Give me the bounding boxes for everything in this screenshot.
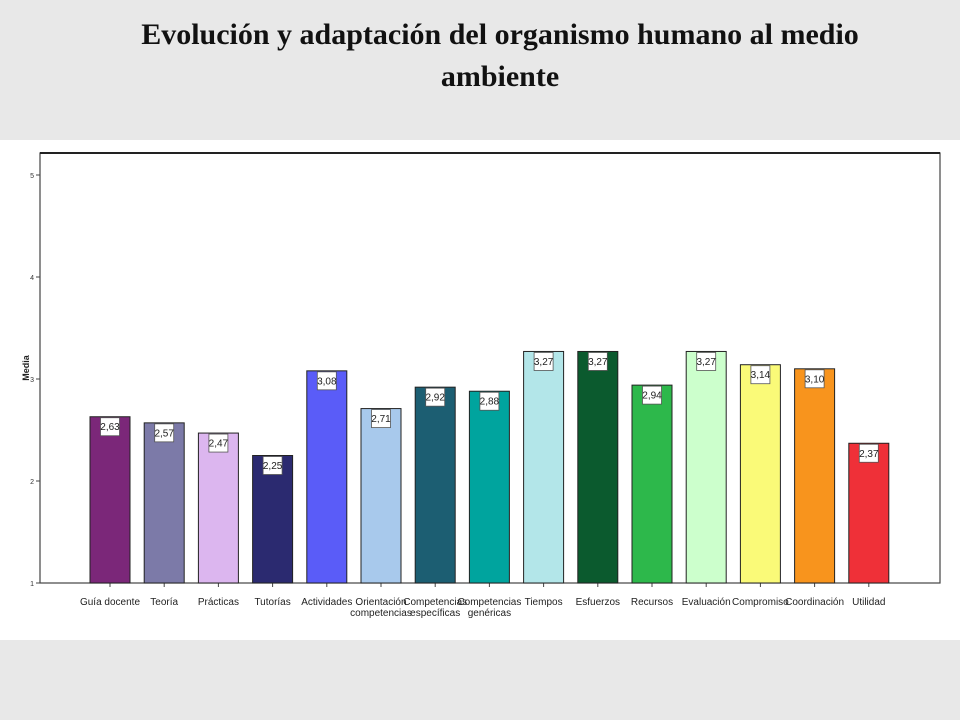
bar [197,432,239,584]
bar [414,386,456,584]
data-label: 2,63 [100,422,120,433]
slide-title: Evolución y adaptación del organismo hum… [141,18,859,93]
data-label-box [587,352,608,371]
data-label: 2,25 [263,461,283,472]
x-tick-label: Compromiso [732,597,789,608]
data-label: 3,27 [534,357,554,368]
y-tick-label: 4 [30,275,34,282]
x-tick-label: Coordinación [785,597,844,608]
data-label-box [262,456,283,475]
data-label: 2,88 [480,397,500,408]
bar [360,408,402,584]
data-label-box [316,371,337,391]
bar [468,390,510,584]
bar [306,370,348,584]
chart-area: 2,63 2,57 2,47 2,25 3,08 2,71 2,92 2,88 3,27 3,27… [0,140,960,640]
data-label-box [642,385,662,405]
data-label-box [858,443,879,463]
data-label: 2,71 [371,414,391,425]
bar [739,364,781,584]
title-band: Evolución y adaptación del organismo hum… [0,0,960,140]
bottom-band [0,640,960,720]
bar [577,350,619,584]
chart-x-tick-labels: Guía docente Teoría Prácticas Tutorías Activ… [80,597,886,619]
data-label: 3,27 [696,357,716,368]
y-tick-label: 2 [30,479,34,486]
bar [631,384,673,584]
chart-y-tick-labels: 1 2 3 4 5 [30,173,34,588]
bar [794,368,836,584]
y-tick-label: 3 [30,377,34,384]
x-tick-label: Esfuerzos [576,597,620,608]
x-tick-label: Tiempos [525,597,563,608]
chart-data-labels: 2,63 2,57 2,47 2,25 3,08 2,71 2,92 2,88 3,27 3,27… [100,352,879,475]
y-tick-label: 5 [30,173,34,180]
x-tick-label: Guía docente [80,597,140,608]
bar [143,422,185,584]
x-tick-label: Orientación [355,597,406,608]
bar [848,442,890,584]
y-axis-label: Media [21,354,31,381]
x-tick-label: Recursos [631,597,673,608]
data-label-box [154,423,175,443]
data-label-box [804,369,825,389]
x-tick-label: Tutorías [254,597,290,608]
data-label: 2,94 [642,391,662,402]
data-label-box [425,387,446,407]
x-tick-label: Competencias [457,597,521,608]
data-label-box [696,352,717,371]
data-label-box [479,391,500,411]
data-label: 2,37 [859,449,879,460]
y-tick-label: 1 [30,581,34,588]
bar [89,416,131,584]
x-tick-label: Utilidad [852,597,885,608]
data-label: 3,08 [317,376,337,387]
x-tick-label: Competencias [403,597,467,608]
data-label: 2,47 [209,439,229,450]
data-label-box [533,352,554,371]
bar [685,350,727,584]
data-label: 3,14 [751,370,771,381]
data-label-box [100,417,120,437]
x-tick-label: específicas [410,608,460,619]
bar [252,455,294,584]
data-label: 3,10 [805,374,825,385]
chart-bars [89,350,890,584]
x-tick-label: Evaluación [682,597,731,608]
x-tick-label: Actividades [301,597,352,608]
bar [523,350,565,584]
data-label: 3,27 [588,357,608,368]
data-label: 2,57 [154,428,174,439]
bar-chart: 2,63 2,57 2,47 2,25 3,08 2,71 2,92 2,88 3,27 3,27… [21,152,941,619]
data-label: 2,92 [425,393,445,404]
data-label-box [371,409,391,428]
x-tick-label: genéricas [468,608,511,619]
data-label-box [750,365,771,385]
x-tick-label: Prácticas [198,597,239,608]
data-label-box [208,433,229,453]
x-tick-label: Teoría [150,597,178,608]
x-tick-label: competencias [350,608,412,619]
